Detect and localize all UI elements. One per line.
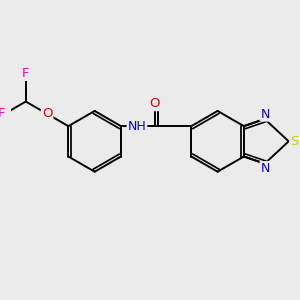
Text: S: S bbox=[290, 135, 299, 148]
Text: NH: NH bbox=[128, 120, 146, 133]
Text: N: N bbox=[261, 162, 270, 175]
Text: F: F bbox=[22, 67, 29, 80]
Text: O: O bbox=[149, 97, 160, 110]
Text: F: F bbox=[0, 107, 5, 120]
Text: O: O bbox=[42, 107, 52, 120]
Text: N: N bbox=[261, 108, 270, 121]
